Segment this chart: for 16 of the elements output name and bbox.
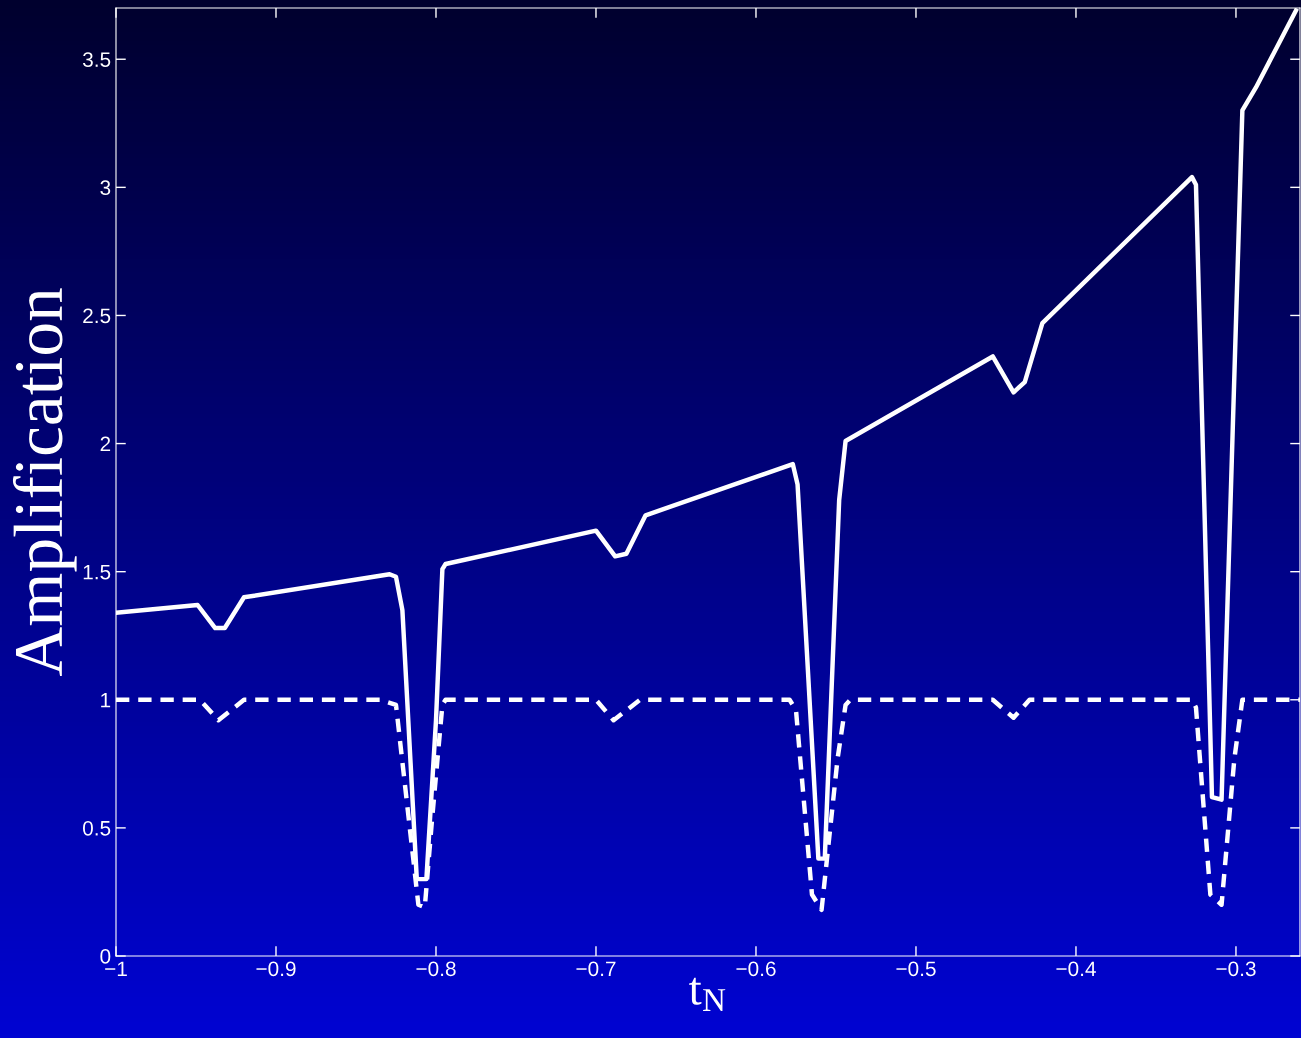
x-axis-title: t$_{N}$	[689, 977, 726, 1011]
y-tick-label: 3	[100, 180, 111, 196]
y-tick-label: 0.5	[82, 820, 111, 836]
x-tick-label: −0.6	[736, 961, 776, 977]
y-tick-label: 2	[100, 436, 111, 452]
x-tick-label: −0.5	[896, 961, 936, 977]
y-tick-label: 1.5	[83, 564, 111, 580]
y-tick-label: 3.5	[82, 52, 111, 67]
x-tick-label: −0.3	[1216, 961, 1256, 977]
x-tick-label: −0.4	[1056, 961, 1096, 977]
y-tick-label: 2.5	[83, 308, 111, 324]
x-tick-label: −0.8	[416, 961, 456, 977]
x-tick-label: −0.9	[256, 961, 296, 977]
x-tick-label: −0.7	[576, 961, 616, 977]
y-tick-label: 1	[101, 693, 111, 708]
y-axis-title: Amplification	[12, 288, 77, 677]
